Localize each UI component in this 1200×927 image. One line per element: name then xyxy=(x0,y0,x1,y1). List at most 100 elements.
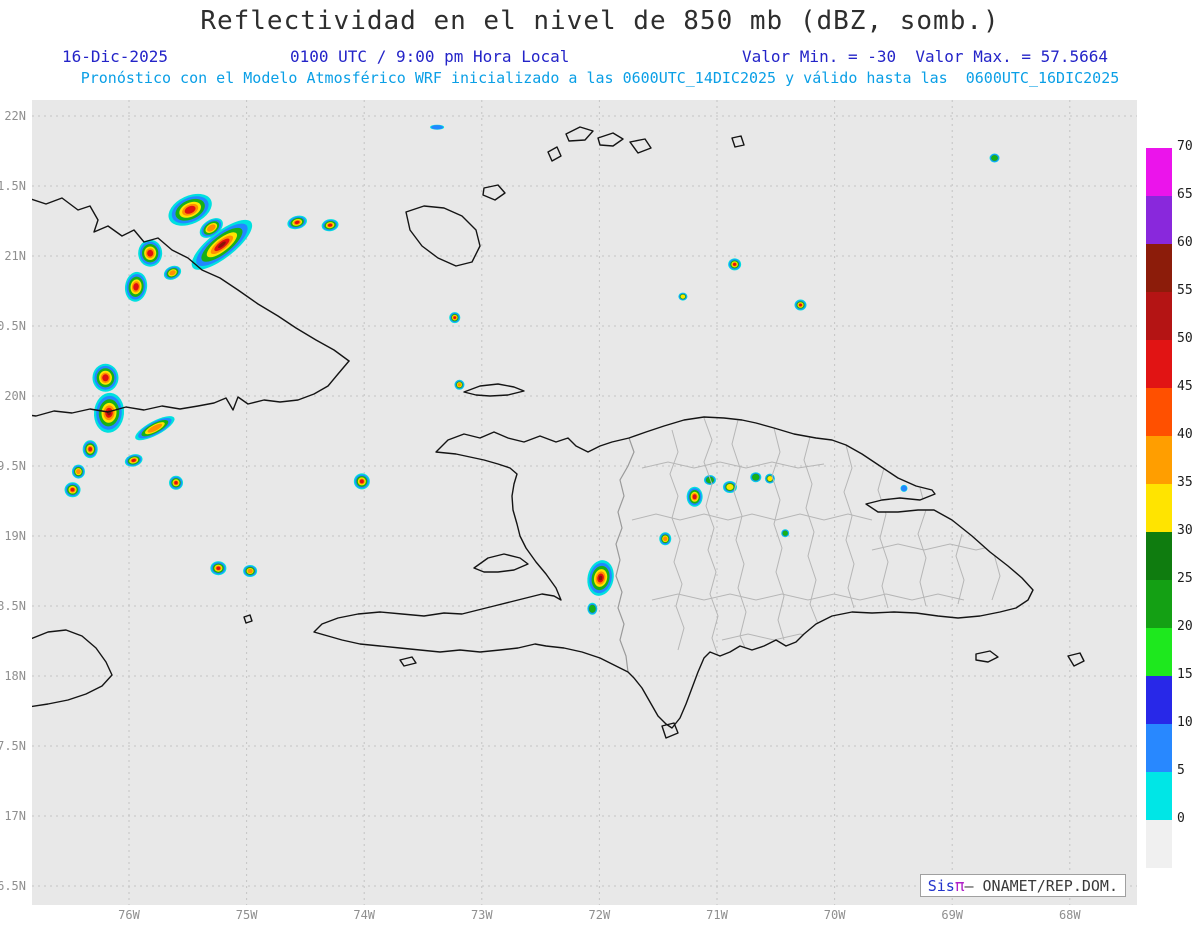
storm-cell xyxy=(138,239,163,267)
storm-cell xyxy=(92,363,119,392)
storm-cell xyxy=(135,416,175,441)
colorbar-label: 20 xyxy=(1177,619,1193,634)
caicos-islands xyxy=(547,126,745,162)
storm-cell xyxy=(728,258,742,271)
colorbar-segment xyxy=(1146,340,1172,388)
pi-symbol: π xyxy=(954,876,965,895)
storm-cell xyxy=(454,379,465,390)
navassa-island xyxy=(243,614,253,624)
colorbar-label: 0 xyxy=(1177,811,1185,826)
attribution-box: Sisπ— ONAMET/REP.DOM. xyxy=(919,874,1126,897)
storm-cell xyxy=(989,153,1000,163)
colorbar-segment xyxy=(1146,532,1172,580)
storm-cell xyxy=(82,440,98,459)
y-tick-label: 18N xyxy=(4,669,26,683)
storm-cell xyxy=(191,219,253,270)
x-tick-label: 70W xyxy=(823,908,846,922)
gridlines xyxy=(32,100,1137,905)
storm-cell xyxy=(124,271,148,302)
colorbar-segment xyxy=(1146,292,1172,340)
jamaica-coast xyxy=(32,629,113,708)
storm-cell xyxy=(794,299,807,311)
x-tick-label: 69W xyxy=(941,908,964,922)
sispi-logo-text: Sis xyxy=(927,877,955,895)
x-tick-label: 68W xyxy=(1058,908,1081,922)
hispaniola-coast xyxy=(313,416,1034,729)
colorbar-segment xyxy=(1146,436,1172,484)
latitude-axis: 22N 1.5N 21N 0.5N 20N 9.5N 19N 8.5N 18N 7.5N 17N 6.… xyxy=(0,100,29,905)
storm-cell xyxy=(243,565,258,577)
y-tick-label: 9.5N xyxy=(0,459,26,473)
colorbar-segment xyxy=(1146,628,1172,676)
storm-cell xyxy=(587,560,614,596)
colorbar-label: 10 xyxy=(1177,715,1193,730)
storm-cell xyxy=(900,484,908,492)
colorbar-label: 50 xyxy=(1177,331,1193,346)
storm-cell xyxy=(764,473,775,484)
y-tick-label: 17N xyxy=(4,809,26,823)
storm-cell xyxy=(686,486,703,507)
cuba-south-coast xyxy=(32,360,350,417)
x-tick-label: 75W xyxy=(235,908,258,922)
storm-cell xyxy=(781,529,790,538)
storm-cell xyxy=(287,215,307,230)
colorbar-label: 30 xyxy=(1177,523,1193,538)
storm-cell xyxy=(703,475,716,485)
storm-cell xyxy=(587,602,598,615)
y-tick-label: 22N xyxy=(4,109,26,123)
colorbar-segment xyxy=(1146,724,1172,772)
longitude-axis: 76W 75W 74W 73W 72W 71W 70W 69W 68W xyxy=(32,907,1137,925)
x-tick-label: 74W xyxy=(353,908,376,922)
colorbar-label: 5 xyxy=(1177,763,1185,778)
y-tick-label: 6.5N xyxy=(0,879,26,893)
model-info-label: Pronóstico con el Modelo Atmosférico WRF… xyxy=(80,69,1120,87)
colorbar-label: 40 xyxy=(1177,427,1193,442)
colorbar-segment xyxy=(1146,244,1172,292)
colorbar-label: 70 xyxy=(1177,139,1193,154)
colorbar-segment xyxy=(1146,676,1172,724)
storm-cell xyxy=(659,532,672,546)
colorbar-segment xyxy=(1146,100,1172,148)
y-tick-label: 20N xyxy=(4,389,26,403)
beata-island xyxy=(661,722,679,739)
reflectivity-map xyxy=(32,100,1137,905)
colorbar-label: 15 xyxy=(1177,667,1193,682)
y-tick-label: 19N xyxy=(4,529,26,543)
province-borders xyxy=(631,417,1029,657)
storm-cell xyxy=(722,481,737,493)
min-max-values-label: Valor Min. = -30 Valor Max. = 57.5664 xyxy=(742,47,1109,66)
storm-cell xyxy=(750,472,762,483)
colorbar-segment xyxy=(1146,820,1172,868)
colorbar-label: 45 xyxy=(1177,379,1193,394)
storm-cell xyxy=(430,124,445,130)
page-title: Reflectividad en el nivel de 850 mb (dBZ… xyxy=(200,6,1000,36)
colorbar-label: 35 xyxy=(1177,475,1193,490)
colorbar-label: 25 xyxy=(1177,571,1193,586)
colorbar xyxy=(1146,100,1172,868)
y-tick-label: 21N xyxy=(4,249,26,263)
x-tick-label: 73W xyxy=(470,908,493,922)
colorbar-segment xyxy=(1146,484,1172,532)
colorbar-segment xyxy=(1146,772,1172,820)
great-inagua-island xyxy=(405,205,481,267)
x-tick-label: 76W xyxy=(118,908,140,922)
coastlines xyxy=(32,126,1085,739)
y-tick-label: 7.5N xyxy=(0,739,26,753)
storm-cell xyxy=(71,464,85,479)
colorbar-segment xyxy=(1146,580,1172,628)
haiti-dr-border xyxy=(615,437,635,673)
x-tick-label: 72W xyxy=(588,908,611,922)
storm-cell xyxy=(449,312,461,324)
storm-cell xyxy=(199,218,223,238)
colorbar-label: 65 xyxy=(1177,187,1193,202)
storm-cells-layer xyxy=(64,124,1000,615)
map-plot-area: Sisπ— ONAMET/REP.DOM. xyxy=(32,100,1137,905)
storm-cell xyxy=(210,561,227,576)
little-inagua-island xyxy=(482,184,506,201)
storm-cell xyxy=(124,454,143,467)
cuba-north-coast xyxy=(32,197,350,362)
colorbar-segment xyxy=(1146,196,1172,244)
storm-cell xyxy=(93,392,125,433)
valid-time-label: 0100 UTC / 9:00 pm Hora Local xyxy=(290,47,570,66)
x-tick-label: 71W xyxy=(706,908,728,922)
